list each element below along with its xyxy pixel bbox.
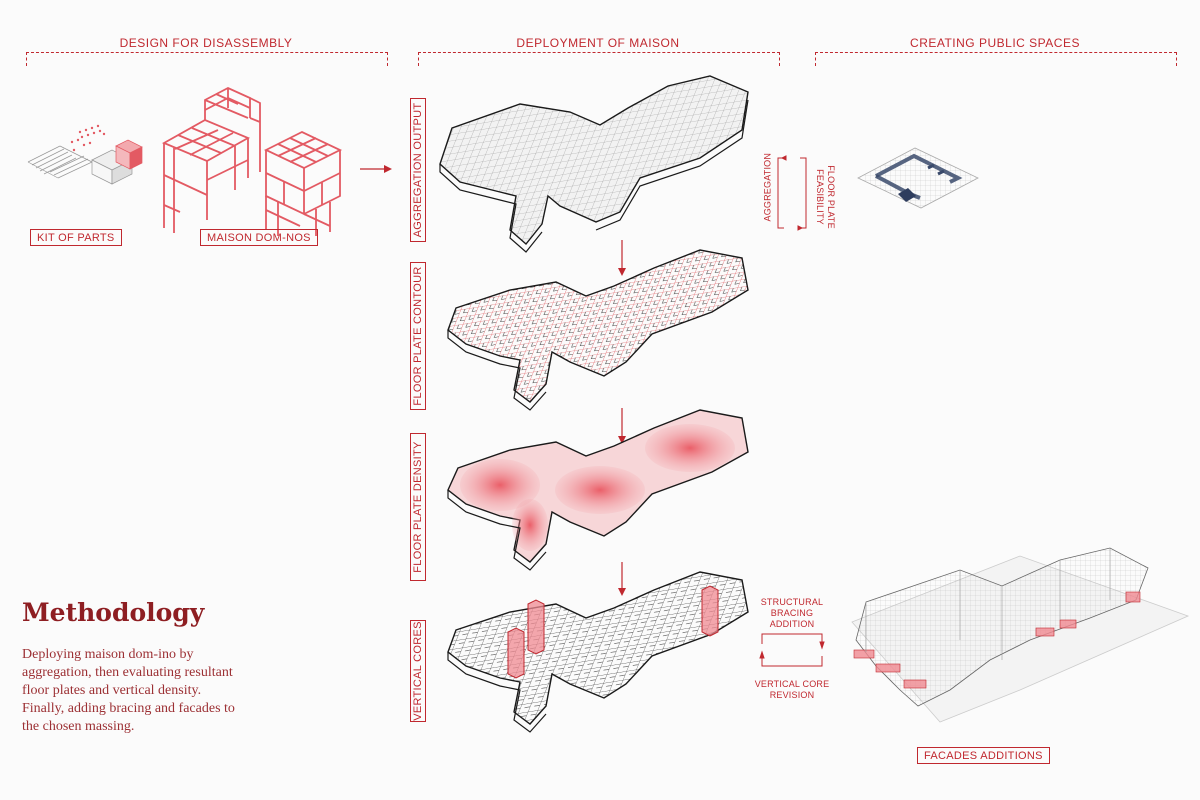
feedback-loop-cores bbox=[759, 633, 825, 667]
public-space-plan bbox=[857, 147, 979, 209]
floor-plate-feasibility-label: FLOOR PLATE FEASIBILITY bbox=[815, 165, 836, 229]
arrow-down-3 bbox=[618, 562, 626, 596]
step-label-floor-plate-density: FLOOR PLATE DENSITY bbox=[410, 433, 426, 581]
vertical-core-line-2: REVISION bbox=[769, 690, 815, 700]
methodology-title: Methodology bbox=[22, 598, 205, 627]
maison-label: MAISON DOM-NOS bbox=[200, 229, 318, 246]
section-bracket-deployment bbox=[418, 52, 780, 66]
kit-of-parts-illustration bbox=[27, 124, 143, 185]
step-label-vertical-cores: VERTICAL CORES bbox=[410, 620, 426, 722]
structural-bracing-line-1: STRUCTURAL bbox=[760, 597, 824, 607]
facades-label: FACADES ADDITIONS bbox=[917, 747, 1050, 764]
facades-massing-model bbox=[851, 547, 1190, 723]
structural-bracing-line-2: BRACING bbox=[770, 608, 814, 618]
arrow-down-1 bbox=[618, 240, 626, 276]
step-label-floor-plate-contour: FLOOR PLATE CONTOUR bbox=[410, 262, 426, 410]
structural-bracing-label: STRUCTURAL BRACING ADDITION bbox=[752, 597, 832, 630]
section-title-deployment: DEPLOYMENT OF MAISON bbox=[516, 36, 680, 50]
floor-plate-density-plan bbox=[447, 409, 749, 571]
kit-of-parts-label: KIT OF PARTS bbox=[30, 229, 122, 246]
arrow-to-deployment bbox=[360, 165, 392, 173]
maison-frame-illustration bbox=[161, 86, 261, 233]
vertical-core-line-1: VERTICAL CORE bbox=[754, 679, 830, 689]
structural-bracing-line-3: ADDITION bbox=[769, 619, 815, 629]
feedback-loop-aggregation bbox=[777, 155, 807, 231]
section-bracket-design bbox=[26, 52, 388, 66]
floor-plate-contour-plan bbox=[447, 249, 749, 411]
section-bracket-public bbox=[815, 52, 1177, 66]
vertical-cores-plan bbox=[447, 571, 749, 733]
section-title-public: CREATING PUBLIC SPACES bbox=[910, 36, 1080, 50]
aggregation-loop-label: AGGREGATION bbox=[762, 152, 773, 222]
arrow-down-2 bbox=[618, 408, 626, 444]
aggregation-output-plan bbox=[439, 75, 749, 253]
section-title-design: DESIGN FOR DISASSEMBLY bbox=[119, 36, 293, 50]
step-label-aggregation-output: AGGREGATION OUTPUT bbox=[410, 98, 426, 242]
maison-frame-illustration-2 bbox=[263, 130, 343, 236]
vertical-core-revision-label: VERTICAL CORE REVISION bbox=[752, 679, 832, 701]
methodology-text: Deploying maison dom-ino by aggregation,… bbox=[22, 647, 235, 734]
